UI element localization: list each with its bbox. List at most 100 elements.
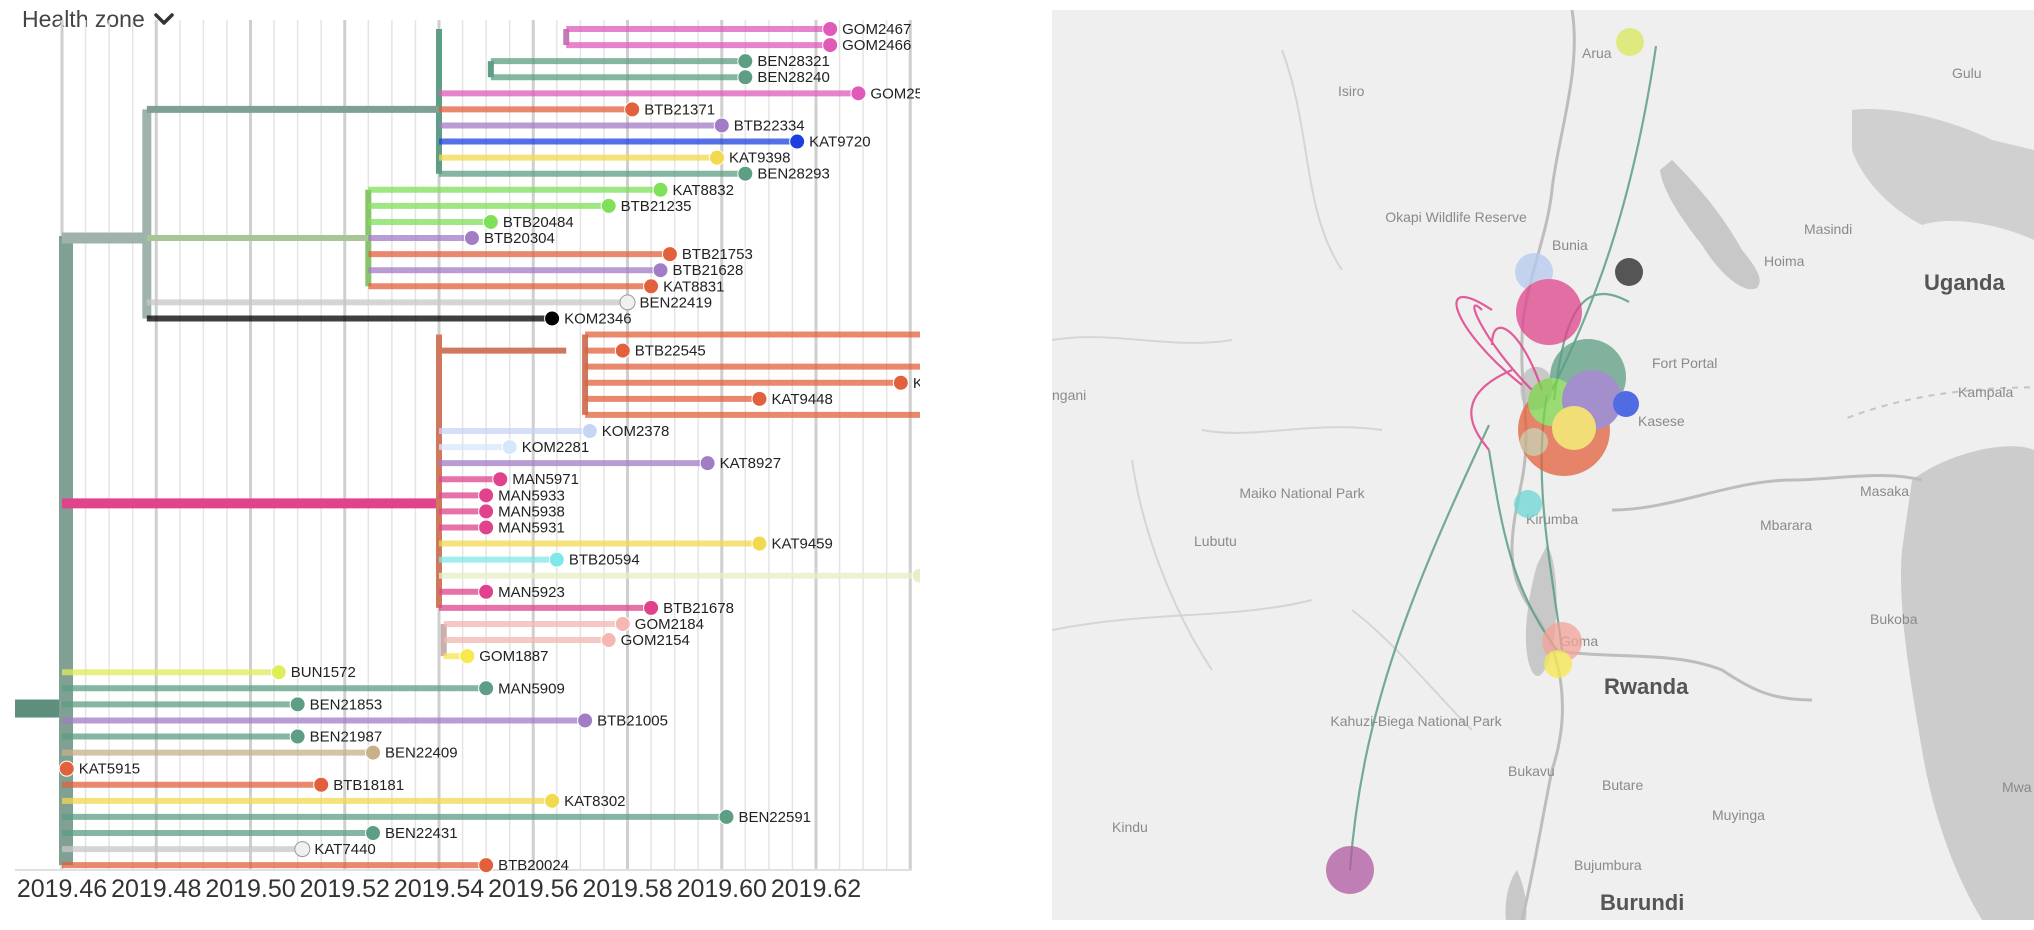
tip-node <box>289 696 306 713</box>
tip-node <box>459 648 476 665</box>
transmission-arc <box>1348 424 1490 871</box>
tip-label: BTB20024 <box>498 857 569 874</box>
place-label: Muyinga <box>1712 807 1765 823</box>
place-label: Lubutu <box>1194 533 1237 549</box>
lake-albert <box>1660 160 1760 290</box>
transmission-arc <box>1455 296 1523 386</box>
tip-node <box>751 535 768 552</box>
tip-node <box>365 825 382 841</box>
tip-node <box>270 664 287 681</box>
tip-label: KAT8832 <box>672 182 733 199</box>
x-tick-label: 2019.52 <box>300 875 390 903</box>
lake-victoria <box>1901 446 2034 920</box>
health-zone-label: Health zone <box>22 5 145 32</box>
tip-label: BTB21005 <box>597 712 668 729</box>
tip-label: BTB21753 <box>682 246 753 263</box>
tip-label: MAN5923 <box>498 584 565 601</box>
transmission-map: Arua Gulu Isiro Okapi Wildlife Reserve B… <box>1052 10 2034 920</box>
location-bubble <box>1516 279 1582 345</box>
tip-label: KAT7440 <box>314 841 375 858</box>
place-label: Mbarara <box>1760 517 1812 533</box>
transmission-arc <box>1470 368 1513 451</box>
tip-label: GOM2466 <box>842 37 911 54</box>
tip-node <box>600 632 617 649</box>
tip-label: BTB20594 <box>569 552 640 569</box>
tip-node <box>492 471 509 488</box>
tip-label: KAT8927 <box>720 455 781 472</box>
tip-node <box>478 680 495 697</box>
tip-label: KAT9720 <box>809 134 870 151</box>
tip-node <box>892 374 909 391</box>
tip-label: BTB20304 <box>484 230 555 247</box>
tip-label: BEN21987 <box>310 729 383 746</box>
location-bubble <box>1552 406 1596 450</box>
rwanda-burundi-border <box>1551 648 1813 702</box>
root-stem <box>15 699 60 718</box>
tip-label: BTB21628 <box>672 262 743 279</box>
tip-node <box>294 841 311 858</box>
tip-label: BEN28321 <box>757 53 830 70</box>
place-label: Bujumbura <box>1574 857 1642 873</box>
tip-label: GOM2154 <box>621 632 690 649</box>
tip-label: BTB22545 <box>635 343 706 360</box>
phylogenetic-tree: 2019.46 2019.48 2019.50 2019.52 2019.54 2019.… <box>15 20 920 903</box>
x-tick-label: 2019.50 <box>205 875 295 903</box>
tip-node <box>737 69 754 86</box>
tip-node <box>652 181 669 198</box>
tip-node <box>737 165 754 182</box>
lake-kyoga <box>1852 109 2034 240</box>
admin-boundaries <box>1052 49 1473 731</box>
location-bubble <box>1616 28 1644 56</box>
tip-label: GOM2184 <box>635 616 704 633</box>
tip-label: BEN22409 <box>385 745 458 762</box>
x-tick-label: 2019.60 <box>677 875 767 903</box>
tip-node <box>850 85 867 102</box>
x-tick-label: 2019.48 <box>111 875 201 903</box>
tip-label: GOM2505 <box>870 85 920 102</box>
place-label: Mwa <box>2002 779 2032 795</box>
tip-label: BUN1572 <box>291 664 356 681</box>
tip-node <box>643 599 660 616</box>
place-label: Bukoba <box>1870 611 1918 627</box>
tip-label: BEN21853 <box>310 696 383 713</box>
country-label: Burundi <box>1600 890 1684 915</box>
place-label: Okapi Wildlife Reserve <box>1385 209 1527 225</box>
place-label: Kampala <box>1958 384 2013 400</box>
tip-label: KOM2346 <box>564 310 632 327</box>
tip-label: KAT8302 <box>564 793 625 810</box>
tip-node <box>544 792 561 809</box>
place-label: Gulu <box>1952 65 1982 81</box>
location-bubble <box>1615 258 1643 286</box>
tip-label: GOM2467 <box>842 21 911 38</box>
x-tick-label: 2019.62 <box>771 875 861 903</box>
tip-node <box>58 760 75 777</box>
country-label: Rwanda <box>1604 674 1689 699</box>
x-tick-label: 2019.46 <box>17 875 107 903</box>
place-label: Arua <box>1582 45 1612 61</box>
road-line <box>1841 386 2034 421</box>
tip-label: MAN5971 <box>512 471 579 488</box>
tip-label: BEN22431 <box>385 825 458 842</box>
tip-node <box>737 53 754 70</box>
tip-label: BEN22591 <box>738 809 811 826</box>
health-zone-dropdown[interactable]: Health zone <box>22 4 175 34</box>
tip-label: BTB20484 <box>503 214 574 231</box>
tip-node <box>619 294 636 311</box>
tip-label: BEN28240 <box>757 69 830 86</box>
tip-node <box>652 262 669 279</box>
tip-node <box>581 423 598 439</box>
location-bubble <box>1613 391 1639 417</box>
chevron-down-icon <box>154 13 174 25</box>
tip-label: BTB21678 <box>663 600 734 617</box>
tip-label: KAT9459 <box>771 536 832 553</box>
tip-node <box>614 615 631 632</box>
tip-node <box>365 744 382 761</box>
location-bubble <box>1326 846 1374 894</box>
place-label: Kahuzi-Biega National Park <box>1330 713 1502 729</box>
place-label: Masindi <box>1804 221 1852 237</box>
tip-label: BTB21371 <box>644 101 715 118</box>
tip-label: BEN28293 <box>757 166 830 183</box>
tip-label: BTB21235 <box>621 198 692 215</box>
tip-label: KAT8831 <box>663 278 724 295</box>
tip-label: KAT5915 <box>79 761 140 778</box>
